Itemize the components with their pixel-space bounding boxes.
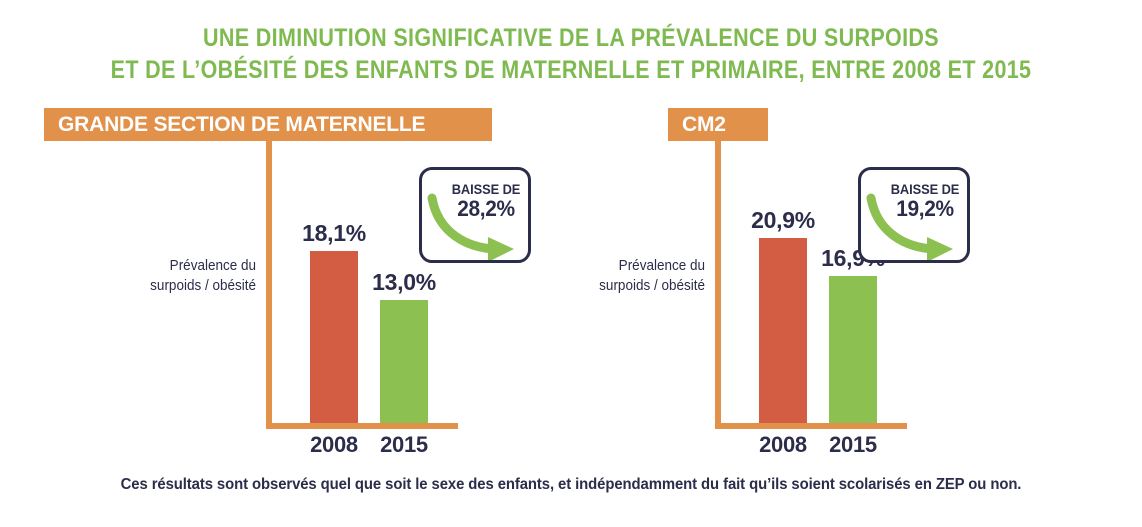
- title-line-1: UNE DIMINUTION SIGNIFICATIVE DE LA PRÉVA…: [203, 24, 939, 52]
- callout-percentage: 28,2%: [457, 196, 515, 221]
- panel-banner-cm2: CM2: [668, 108, 768, 141]
- bar-2008: [310, 251, 358, 423]
- callout-text: BAISSE DE 19,2%: [861, 181, 967, 222]
- down-arrow-icon: [427, 193, 514, 260]
- decrease-callout-cm2: BAISSE DE 19,2%: [858, 167, 970, 263]
- bar-2015: [829, 276, 877, 423]
- bar-value-2008: 18,1%: [302, 220, 366, 246]
- callout-percentage: 19,2%: [896, 196, 954, 221]
- callout-label: BAISSE DE: [890, 181, 960, 197]
- x-tick-2008: 2008: [310, 432, 358, 457]
- x-tick-2015: 2015: [829, 432, 877, 457]
- bar-slot-2008: 20,9%: [751, 141, 815, 423]
- y-axis-caption-line1: Prévalence du: [169, 257, 256, 274]
- x-axis-line: [715, 423, 907, 429]
- bars-area: 18,1% 13,0%: [272, 141, 458, 423]
- bar-value-2015: 13,0%: [372, 269, 436, 295]
- x-axis-line: [266, 423, 458, 429]
- title-line-2: ET DE L’OBÉSITÉ DES ENFANTS DE MATERNELL…: [110, 56, 1032, 84]
- panel-banner-maternelle: GRANDE SECTION DE MATERNELLE: [44, 108, 492, 141]
- y-axis-line: [266, 141, 272, 429]
- decrease-callout-maternelle: BAISSE DE 28,2%: [419, 167, 531, 263]
- footnote-text: Ces résultats sont observés quel que soi…: [120, 476, 1022, 493]
- y-axis-caption: Prévalence du surpoids / obésité: [541, 256, 705, 296]
- y-axis-caption: Prévalence du surpoids / obésité: [92, 256, 256, 296]
- bar-slot-2015: 13,0%: [372, 141, 436, 423]
- bar-value-2008: 20,9%: [751, 207, 815, 233]
- bar-2008: [759, 238, 807, 423]
- down-arrow-icon: [866, 193, 953, 260]
- y-axis-caption-line1: Prévalence du: [618, 257, 705, 274]
- y-axis-line: [715, 141, 721, 429]
- panel-banner-label: GRANDE SECTION DE MATERNELLE: [58, 112, 426, 136]
- y-axis-caption-line2: surpoids / obésité: [150, 276, 256, 294]
- y-axis-caption-line2: surpoids / obésité: [599, 276, 705, 294]
- page-title: UNE DIMINUTION SIGNIFICATIVE DE LA PRÉVA…: [0, 22, 1142, 86]
- callout-label: BAISSE DE: [451, 181, 521, 197]
- x-tick-2015: 2015: [380, 432, 428, 457]
- x-tick-2008: 2008: [759, 432, 807, 457]
- panel-banner-label: CM2: [682, 112, 726, 136]
- bar-2015: [380, 300, 428, 423]
- bar-slot-2008: 18,1%: [302, 141, 366, 423]
- callout-text: BAISSE DE 28,2%: [422, 181, 528, 222]
- bars-area: 20,9% 16,9%: [721, 141, 907, 423]
